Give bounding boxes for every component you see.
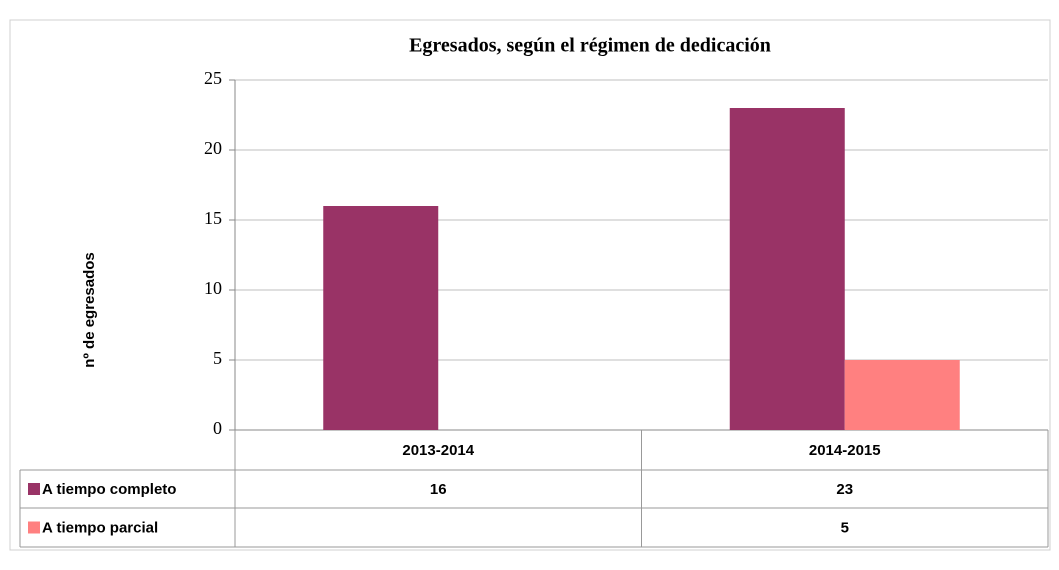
- y-tick-label: 5: [213, 348, 222, 368]
- data-label: 16: [430, 481, 447, 498]
- bar: [323, 206, 439, 430]
- bar: [844, 360, 960, 430]
- legend-key: [28, 483, 40, 495]
- x-tick-label: 2013-2014: [402, 442, 474, 459]
- data-label: 23: [836, 481, 853, 498]
- bar: [729, 108, 845, 430]
- legend-label: A tiempo completo: [42, 481, 176, 498]
- y-tick-label: 0: [213, 418, 222, 438]
- legend-label: A tiempo parcial: [42, 519, 158, 536]
- legend-key: [28, 521, 40, 534]
- y-tick-label: 25: [204, 68, 222, 88]
- x-tick-label: 2014-2015: [809, 442, 881, 459]
- chart-border: [9, 19, 1051, 551]
- y-axis-label: nº de egresados: [81, 252, 98, 368]
- chart-title: Egresados, según el régimen de dedicació…: [409, 35, 771, 57]
- y-tick-label: 15: [204, 208, 222, 228]
- y-tick-label: 10: [204, 278, 222, 298]
- data-label: 5: [841, 519, 849, 536]
- y-tick-label: 20: [204, 138, 222, 158]
